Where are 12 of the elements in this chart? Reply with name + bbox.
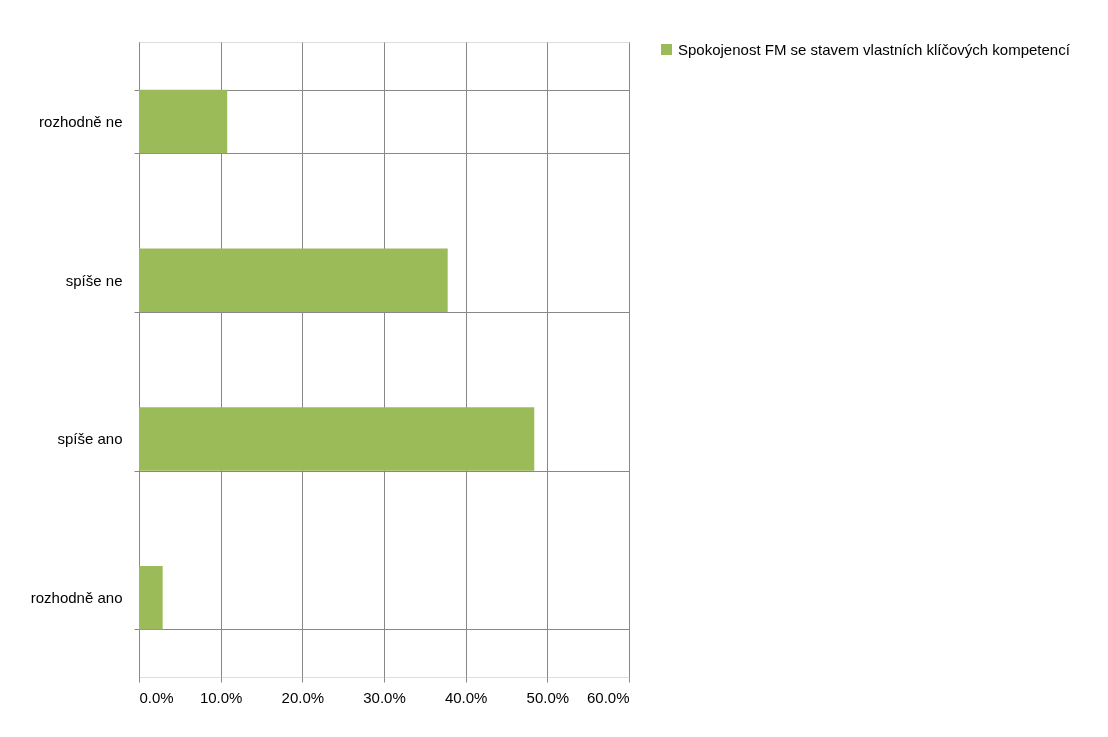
y-tick-label: spíše ne xyxy=(65,271,123,289)
x-tick-label: 20.0% xyxy=(281,688,325,706)
x-tick-label: 50.0% xyxy=(526,688,570,706)
x-tick-label: 0.0% xyxy=(139,688,174,706)
y-tick-label: spíše ano xyxy=(57,430,123,448)
x-tick-label: 40.0% xyxy=(444,688,488,706)
legend-label: Spokojenost FM se stavem vlastních klíčových kompetencí xyxy=(678,40,1071,58)
x-tick-label: 30.0% xyxy=(363,688,406,706)
y-tick-label: rozhodně ne xyxy=(39,112,123,130)
x-tick-label: 10.0% xyxy=(199,688,243,706)
x-tick-label: 60.0% xyxy=(586,688,630,706)
y-tick-label: rozhodně ano xyxy=(30,589,123,607)
